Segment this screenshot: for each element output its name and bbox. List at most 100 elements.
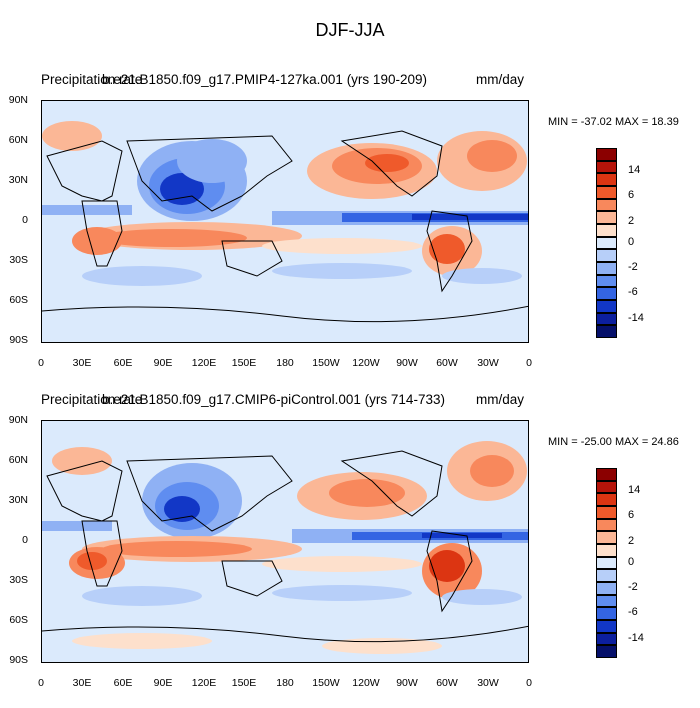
minmax-label: MIN = -37.02 MAX = 18.39 [548,116,679,128]
lon-tick: 120W [352,677,380,689]
colorbar-label: -14 [628,312,644,324]
units-label: mm/day [476,392,525,407]
lon-tick: 60E [113,357,133,369]
lon-tick: 60W [436,677,458,689]
lat-tick: 30S [9,254,28,266]
variable-label: Precipitation rate [41,72,143,87]
lat-tick: 30N [8,494,28,506]
colorbar-swatch [596,544,617,557]
colorbar-swatch [596,518,617,532]
lon-tick: 150E [231,357,257,369]
lon-tick: 150W [312,357,340,369]
lon-tick: 30W [477,357,499,369]
lon-tick: 0 [526,677,532,689]
lat-tick: 60N [8,454,28,466]
colorbar-swatch [596,556,617,570]
colorbar-swatch [596,468,617,481]
colorbar-swatch [596,594,617,608]
lon-tick: 150E [231,677,257,689]
precip-field [42,101,528,342]
lon-tick: 90E [153,357,173,369]
colorbar-label: -6 [628,606,638,618]
colorbar-label: 6 [628,189,635,201]
lon-tick: 60E [113,677,133,689]
variable-label: Precipitation rate [41,392,143,407]
lon-tick: 60W [436,357,458,369]
case-label: b.e21.B1850.f09_g17.CMIP6-piControl.001 … [102,392,445,407]
lat-tick: 90N [8,414,28,426]
case-label: b.e21.B1850.f09_g17.PMIP4-127ka.001 (yrs… [102,72,427,87]
colorbar-swatch [596,173,617,186]
colorbar-swatch [596,645,617,658]
colorbar-swatch [596,493,617,506]
colorbar-label: -2 [628,261,638,273]
colorbar-swatch [596,186,617,199]
colorbar-swatch [596,287,617,300]
colorbar-swatch [596,249,617,262]
lon-tick: 90W [396,357,418,369]
colorbar-label: -14 [628,632,644,644]
lat-tick: 30N [8,174,28,186]
figure-title: DJF-JJA [315,20,385,40]
precip-map [41,420,529,663]
lon-tick: 90W [396,677,418,689]
colorbar-label: 2 [628,215,635,227]
panel-bottom: Precipitation rate b.e21.B1850.f09_g17.C… [0,388,700,708]
colorbar [596,468,617,658]
lon-tick: 90E [153,677,173,689]
colorbar-swatch [596,569,617,582]
lat-tick: 60S [9,294,28,306]
lat-tick: 90S [9,654,28,666]
colorbar-swatch [596,211,617,224]
colorbar-swatch [596,607,617,620]
lon-tick: 30E [72,677,92,689]
colorbar-swatch [596,198,617,212]
colorbar-swatch [596,224,617,237]
colorbar-label: 14 [628,164,641,176]
colorbar-label: 0 [628,556,635,568]
colorbar-swatch [596,531,617,544]
lon-tick: 0 [38,677,44,689]
lat-tick: 60N [8,134,28,146]
colorbar-swatch [596,236,617,250]
lat-tick: 0 [22,214,28,226]
lat-tick: 0 [22,534,28,546]
colorbar-label: -6 [628,286,638,298]
precip-map [41,100,529,343]
colorbar-swatch [596,274,617,288]
panel-top: Precipitation rate b.e21.B1850.f09_g17.P… [0,68,700,388]
precip-field [42,421,528,662]
colorbar-swatch [596,620,617,633]
colorbar-label: 0 [628,236,635,248]
lat-tick: 90N [8,94,28,106]
colorbar-swatch [596,582,617,595]
colorbar-swatch [596,262,617,275]
colorbar-swatch [596,160,617,174]
colorbar-label: 2 [628,535,635,547]
lat-tick: 90S [9,334,28,346]
colorbar [596,148,617,338]
lon-tick: 120E [191,677,217,689]
lon-tick: 30W [477,677,499,689]
lon-tick: 30E [72,357,92,369]
colorbar-label: -2 [628,581,638,593]
colorbar-swatch [596,300,617,313]
lon-tick: 180 [276,677,294,689]
lon-tick: 180 [276,357,294,369]
lon-tick: 0 [526,357,532,369]
lat-tick: 60S [9,614,28,626]
colorbar-swatch [596,312,617,326]
colorbar-swatch [596,325,617,338]
colorbar-label: 6 [628,509,635,521]
lon-tick: 0 [38,357,44,369]
lon-tick: 120E [191,357,217,369]
colorbar-label: 14 [628,484,641,496]
lon-tick: 120W [352,357,380,369]
lon-tick: 150W [312,677,340,689]
colorbar-swatch [596,506,617,519]
units-label: mm/day [476,72,525,87]
minmax-label: MIN = -25.00 MAX = 24.86 [548,436,679,448]
lat-tick: 30S [9,574,28,586]
colorbar-swatch [596,632,617,646]
colorbar-swatch [596,480,617,494]
